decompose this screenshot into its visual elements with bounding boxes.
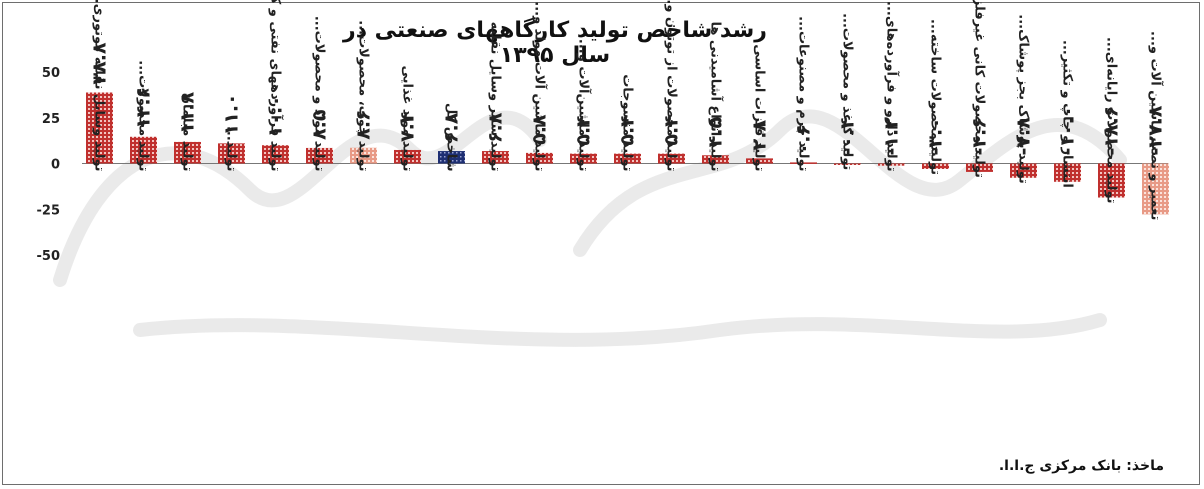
chart-title: رشد شاخص تولید کارگاههای صنعتی در سال ۱۳… (343, 18, 767, 68)
value-label: ۵.۴ (661, 115, 683, 145)
category-label: تولید کاغذ و محصولات... (840, 13, 855, 170)
bar-18 (834, 163, 861, 165)
category-label: تولید... (224, 126, 239, 172)
bar-8 (394, 149, 421, 164)
bar-1 (86, 92, 113, 164)
bar-2 (130, 136, 157, 164)
bar-16 (746, 158, 773, 164)
category-label: تولید محصولات رایانه‌ای... (1104, 37, 1119, 204)
bar-3 (174, 141, 201, 164)
category-label: تولید مبلمان (180, 93, 195, 172)
y-tick-label: 50 (42, 66, 60, 81)
y-tick-label: -50 (37, 249, 61, 264)
value-label: ۰.۶ (793, 124, 815, 154)
bar-25 (1142, 163, 1169, 215)
bar-6 (306, 147, 333, 164)
bar-23 (1054, 163, 1081, 182)
bar-10 (482, 151, 509, 164)
category-label: تعمیر و نصب ماشین آلات و... (1148, 31, 1165, 220)
value-label: -۷.۸ (1013, 117, 1035, 156)
value-label: ۱۴.۶ (133, 87, 155, 129)
category-label: تولید محصولات ساخته... (928, 19, 943, 175)
value-label: ۶.۸ (441, 112, 463, 143)
value-label: -۳.۰ (925, 117, 947, 155)
value-label: ۱۰.۰ (265, 95, 287, 137)
value-label: -۴.۶ (969, 117, 991, 155)
bar-5 (262, 145, 289, 164)
value-label: -۱۸.۶ (1101, 106, 1123, 156)
category-label: تولید مواد غذایی (400, 66, 415, 172)
category-label: تولید سایر وسایل نقلیه (488, 22, 503, 172)
category-label: تولید محصولات کانی غیرفلزی (972, 0, 987, 178)
value-label: -۰.۴ (837, 117, 859, 155)
value-label: ۱۱.۰ (221, 93, 243, 135)
category-label: تولید دارو و فرآورده‌های... (884, 1, 901, 172)
value-label: ۵.۸ (529, 114, 551, 145)
category-label: تولید محصولات... (136, 60, 151, 171)
bar-4 (218, 143, 245, 164)
category-label: تولید فلزات اساسی (752, 44, 767, 171)
category-label: تولید ماشین‌آلات و... (576, 39, 593, 172)
source-note: ماخذ: بانک مرکزی ج.ا.ا. (998, 458, 1164, 474)
category-label: تولید منسوجات (620, 74, 635, 171)
value-label: ۵.۴ (573, 115, 595, 145)
value-label: -۱۰.۰ (1057, 106, 1079, 156)
value-label: ۷.۴ (397, 112, 419, 142)
value-label: -۲۷.۸ (1145, 105, 1167, 155)
bar-21 (966, 163, 993, 172)
bar-20 (922, 163, 949, 169)
bar-12 (570, 153, 597, 164)
category-label: انتشار و چاپ و تکثیر... (1060, 40, 1075, 188)
bar-19 (878, 163, 905, 166)
category-label: تولید ماشین آلات مولد و... (532, 1, 549, 171)
value-label: ۸.۵ (309, 109, 331, 140)
y-tick-label: 0 (51, 158, 60, 173)
category-label: تولید انواع آشامیدنی ها (708, 21, 725, 171)
value-label: ۶.۸ (485, 112, 507, 143)
category-label: تولید محصولات از توتون و... (664, 0, 679, 172)
y-tick-label: -25 (37, 203, 61, 218)
value-label: ۲.۸ (749, 120, 771, 151)
bar-9 (438, 151, 465, 164)
category-label: تولید چرم و مصنوعات... (796, 16, 811, 171)
bar-15 (702, 155, 729, 164)
category-label: تولید فرآوردههای نفتی و کک (268, 0, 285, 172)
value-label: ۵.۴ (617, 115, 639, 145)
category-label: تولید پوشاک بجز پوشاک... (1016, 14, 1031, 183)
bar-11 (526, 152, 553, 164)
value-label: ۸.۶ (353, 109, 375, 139)
bar-22 (1010, 163, 1037, 178)
category-label: شاخص کل (444, 103, 459, 171)
category-label: تولید وسایل نقلیه موتوری... (92, 0, 107, 172)
value-label: ۴.۵ (705, 116, 727, 147)
y-tick-label: 25 (42, 112, 60, 127)
bar-7 (350, 147, 377, 164)
bar-14 (658, 153, 685, 164)
value-label: -۱.۲ (881, 117, 903, 156)
category-label: تولید مواد و محصولات... (312, 16, 327, 172)
bar-13 (614, 153, 641, 164)
bar-17 (790, 162, 817, 164)
bar-24 (1098, 163, 1125, 198)
value-label: ۳۸.۸ (89, 42, 111, 84)
value-label: ۱۱.۸ (177, 91, 199, 133)
category-label: تولید چوب، محصولات... (356, 20, 371, 171)
